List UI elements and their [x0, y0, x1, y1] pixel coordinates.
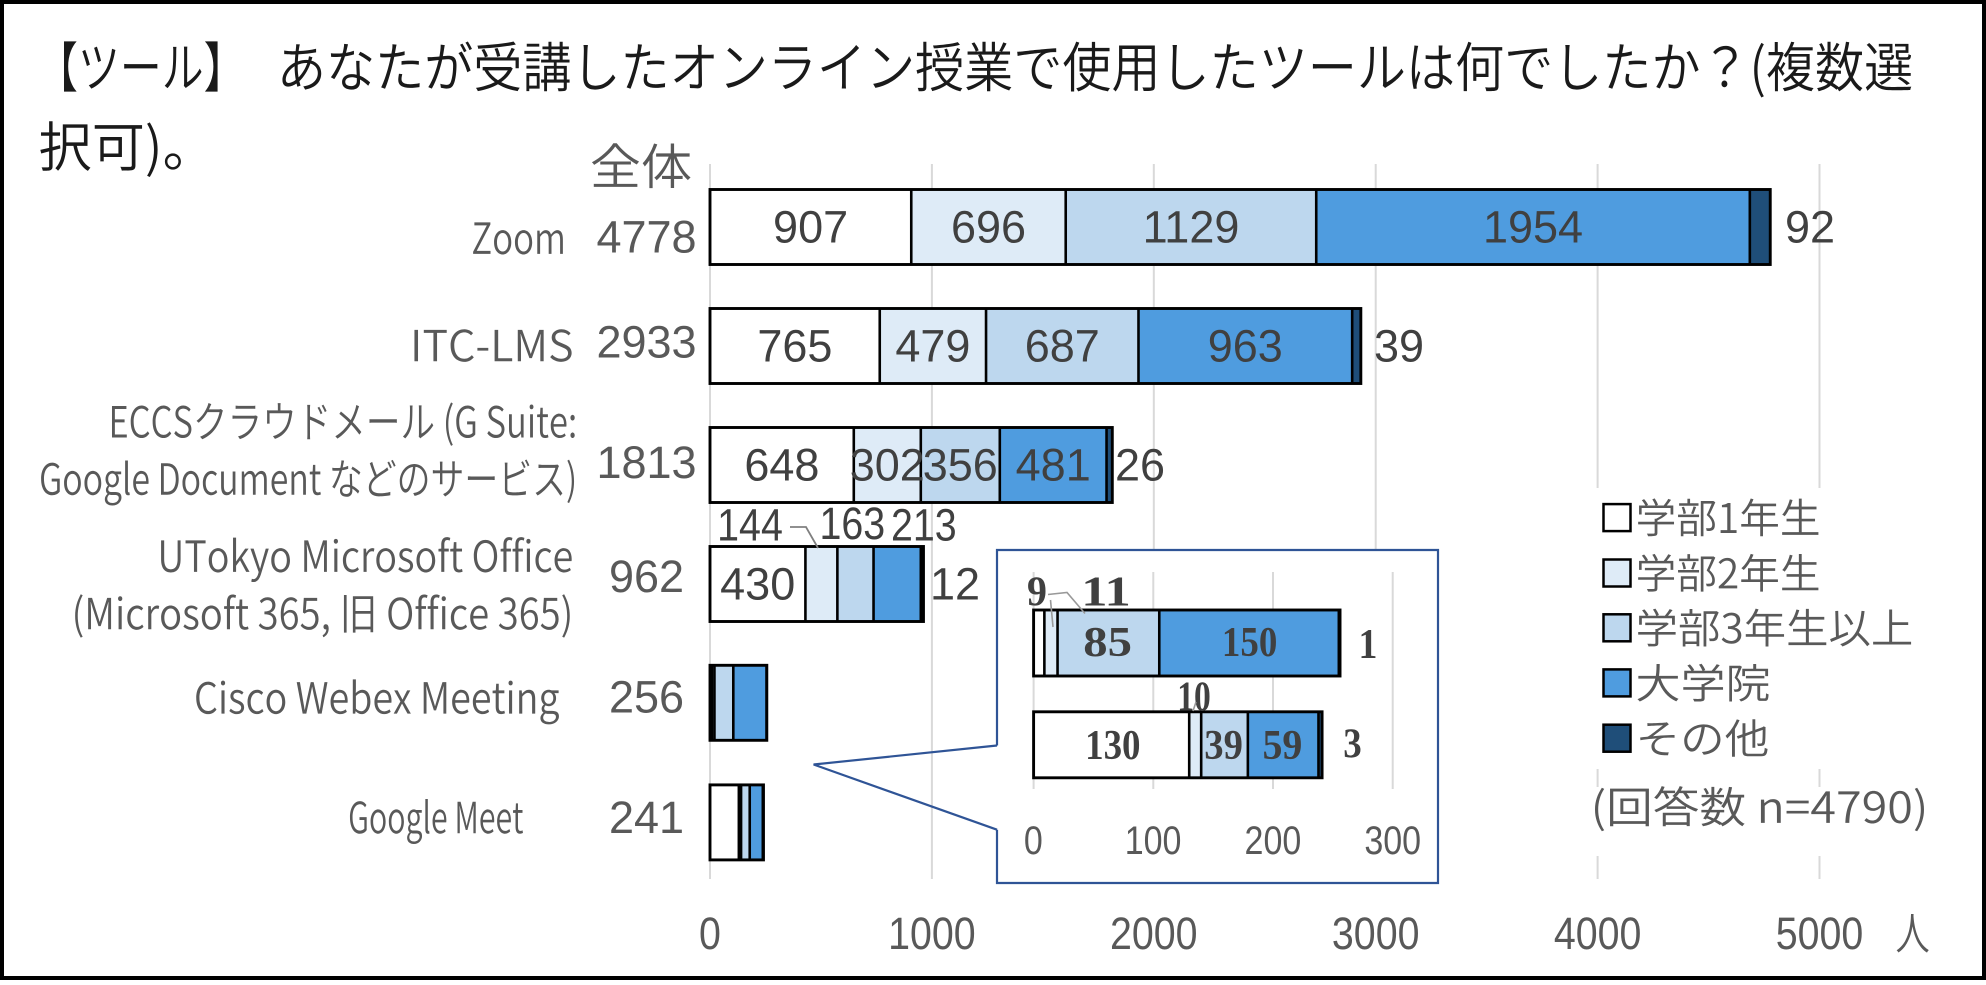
svg-text:85: 85	[1083, 618, 1132, 665]
svg-text:4000: 4000	[1554, 909, 1642, 959]
svg-text:26: 26	[1115, 440, 1165, 491]
svg-text:0: 0	[699, 909, 721, 959]
svg-text:4778: 4778	[596, 211, 696, 262]
svg-text:130: 130	[1085, 722, 1140, 769]
svg-text:963: 963	[1208, 321, 1283, 372]
svg-text:1000: 1000	[888, 909, 976, 959]
svg-text:213: 213	[891, 500, 957, 550]
svg-text:0: 0	[1024, 817, 1043, 862]
svg-text:687: 687	[1025, 321, 1100, 372]
svg-text:2933: 2933	[596, 316, 696, 367]
svg-text:430: 430	[720, 558, 795, 609]
svg-text:92: 92	[1785, 202, 1835, 253]
svg-text:241: 241	[609, 792, 684, 843]
svg-text:39: 39	[1204, 722, 1243, 769]
svg-text:479: 479	[895, 321, 970, 372]
svg-text:648: 648	[744, 440, 819, 491]
svg-text:163: 163	[819, 498, 885, 548]
svg-text:2000: 2000	[1110, 909, 1198, 959]
svg-text:962: 962	[609, 551, 684, 602]
svg-text:150: 150	[1222, 619, 1277, 666]
svg-text:356: 356	[923, 440, 998, 491]
svg-text:1954: 1954	[1483, 202, 1583, 253]
svg-text:481: 481	[1016, 440, 1091, 491]
svg-text:765: 765	[757, 321, 832, 372]
svg-text:302: 302	[850, 440, 925, 491]
svg-text:3: 3	[1343, 720, 1361, 767]
svg-text:39: 39	[1374, 321, 1424, 372]
svg-text:59: 59	[1262, 721, 1302, 768]
svg-text:1129: 1129	[1143, 202, 1240, 253]
svg-text:10: 10	[1177, 674, 1211, 720]
svg-text:907: 907	[773, 202, 848, 253]
svg-text:144: 144	[717, 500, 783, 550]
svg-text:3000: 3000	[1332, 909, 1420, 959]
svg-text:9: 9	[1027, 568, 1047, 615]
svg-text:696: 696	[951, 202, 1026, 253]
svg-text:100: 100	[1125, 817, 1182, 862]
svg-text:1813: 1813	[596, 437, 696, 488]
svg-text:300: 300	[1364, 817, 1421, 862]
svg-text:5000: 5000	[1776, 909, 1864, 959]
svg-text:12: 12	[930, 558, 980, 609]
svg-text:1: 1	[1359, 620, 1378, 667]
svg-text:200: 200	[1245, 817, 1302, 862]
svg-text:11: 11	[1081, 569, 1131, 615]
svg-text:256: 256	[609, 671, 684, 722]
